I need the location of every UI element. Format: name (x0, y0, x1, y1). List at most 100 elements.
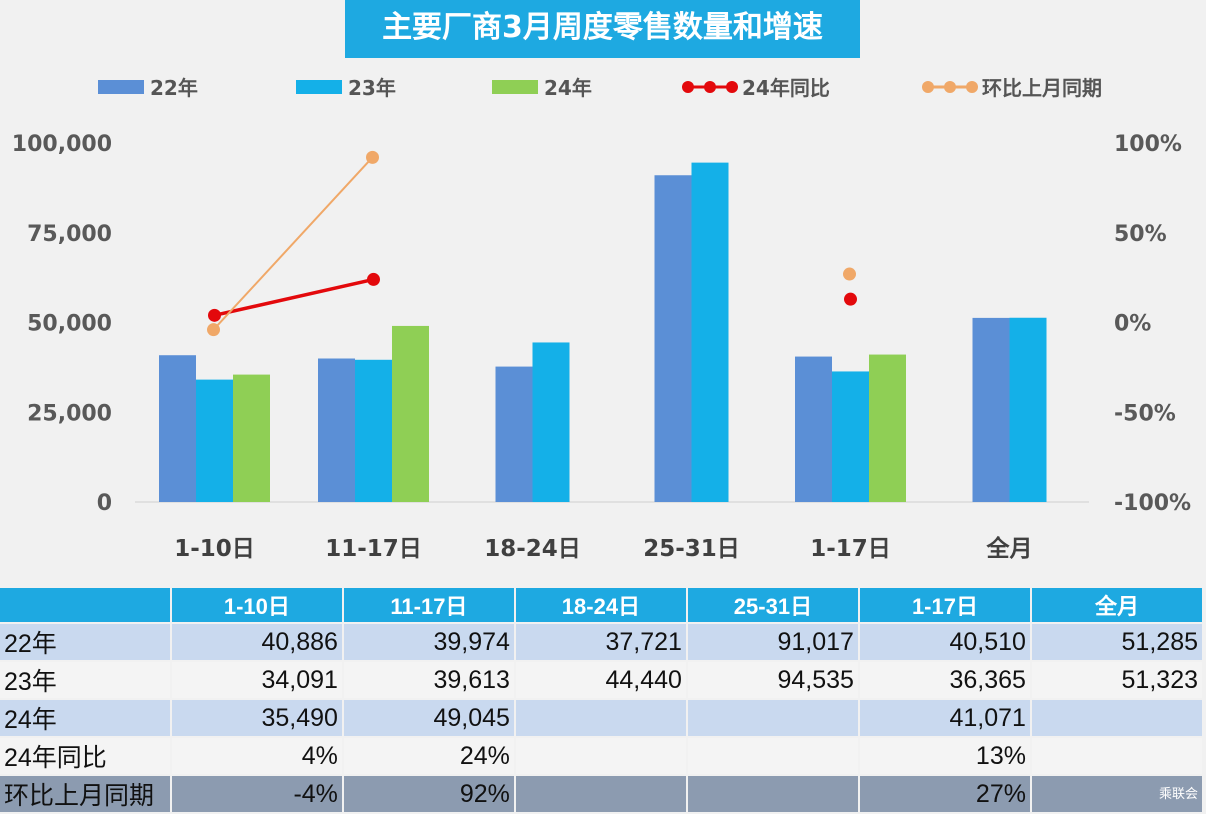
line-segment-24年同比 (214, 277, 374, 318)
legend-line-marker (922, 80, 978, 93)
table-cell (687, 776, 858, 812)
y2-tick-label: -100% (1114, 491, 1191, 516)
legend-item: 24年 (492, 72, 592, 101)
table-cell: 34,091 (171, 662, 342, 698)
table-cell: 37,721 (515, 624, 686, 660)
legend-label: 环比上月同期 (982, 76, 1102, 100)
y-tick-label: 75,000 (27, 222, 112, 247)
point-24年同比-1-10日 (208, 308, 221, 322)
table-cell: 51,285 (1031, 624, 1202, 660)
bar-22年-11-17日 (318, 358, 355, 502)
row-label: 23年 (0, 662, 170, 698)
table-cell (515, 700, 686, 736)
y-tick-label: 25,000 (27, 401, 112, 426)
legend-swatch (492, 79, 538, 94)
legend-item: 24年同比 (680, 72, 830, 101)
table-header-cell: 1-17日 (859, 588, 1030, 622)
y2-tick-label: -50% (1114, 401, 1176, 426)
table-header-cell: 18-24日 (515, 588, 686, 622)
bar-23年-11-17日 (355, 359, 392, 502)
table-cell: 40,510 (859, 624, 1030, 660)
data-table: 1-10日 11-17日 18-24日 25-31日 1-17日 全月 22年 40,886 3… (0, 586, 1204, 814)
legend-label: 22年 (150, 76, 198, 100)
y-tick-label: 100,000 (12, 132, 112, 157)
x-tick-label: 25-31日 (643, 536, 740, 562)
table-cell: 39,974 (343, 624, 514, 660)
row-label: 环比上月同期 (0, 776, 170, 812)
legend-swatch (98, 79, 144, 94)
table-cell: 91,017 (687, 624, 858, 660)
y-tick-label: 50,000 (27, 312, 112, 337)
table-cell: 40,886 (171, 624, 342, 660)
point-环比上月同期-1-17日 (843, 267, 856, 281)
table-header-cell: 全月 (1031, 588, 1202, 622)
x-tick-label: 1-17日 (810, 536, 891, 562)
bar-22年-25-31日 (654, 175, 692, 502)
legend-item: 环比上月同期 (920, 72, 1102, 101)
watermark: 乘联会 (1158, 787, 1198, 802)
point-环比上月同期-11-17日 (366, 150, 379, 164)
table-cell: 35,490 (171, 700, 342, 736)
table-cell (687, 700, 858, 736)
table-row: 22年 40,886 39,974 37,721 91,017 40,510 51,285 (0, 624, 1202, 660)
table-header-cell: 25-31日 (687, 588, 858, 622)
line-segment-环比上月同期 (212, 156, 374, 331)
y-tick-label: 0 (97, 491, 112, 516)
y2-tick-label: 100% (1114, 132, 1182, 157)
table-cell: -4% (171, 776, 342, 812)
row-label: 22年 (0, 624, 170, 660)
chart-title: 主要厂商3月周度零售数量和增速 (345, 0, 860, 58)
table-cell: 4% (171, 738, 342, 774)
y2-tick-label: 0% (1114, 312, 1151, 337)
bar-23年-1-10日 (196, 379, 233, 502)
legend-line-marker (682, 80, 738, 93)
bar-22年-18-24日 (495, 366, 533, 502)
table-cell: 13% (859, 738, 1030, 774)
bar-22年-1-17日 (795, 356, 832, 502)
legend-label: 24年同比 (742, 76, 830, 100)
bar-22年-1-10日 (159, 355, 196, 502)
table-cell (1031, 738, 1202, 774)
point-24年同比-1-17日 (844, 292, 857, 306)
table-cell: 51,323 (1031, 662, 1202, 698)
bar-24年-11-17日 (392, 325, 429, 502)
table-cell: 49,045 (343, 700, 514, 736)
x-tick-label: 11-17日 (325, 536, 422, 562)
table-cell: 39,613 (343, 662, 514, 698)
row-label: 24年同比 (0, 738, 170, 774)
row-label: 24年 (0, 700, 170, 736)
table-cell: 27% (859, 776, 1030, 812)
bar-22年-全月 (972, 317, 1010, 502)
table-header-cell (0, 588, 170, 622)
table-cell: 44,440 (515, 662, 686, 698)
bar-23年-18-24日 (532, 342, 570, 502)
table-row: 环比上月同期 -4% 92% 27% (0, 776, 1202, 812)
y2-tick-label: 50% (1114, 222, 1167, 247)
table-cell (1031, 700, 1202, 736)
table-cell (515, 776, 686, 812)
x-tick-label: 全月 (986, 535, 1033, 562)
bar-23年-全月 (1009, 317, 1047, 502)
legend-item: 23年 (296, 72, 396, 101)
table-row: 24年 35,490 49,045 41,071 (0, 700, 1202, 736)
table-row: 24年同比 4% 24% 13% (0, 738, 1202, 774)
table-cell (515, 738, 686, 774)
table-cell: 41,071 (859, 700, 1030, 736)
point-24年同比-11-17日 (367, 272, 380, 286)
table-header-row: 1-10日 11-17日 18-24日 25-31日 1-17日 全月 (0, 588, 1202, 622)
legend-swatch (296, 79, 342, 94)
bar-23年-1-17日 (832, 371, 869, 502)
table-cell: 94,535 (687, 662, 858, 698)
bar-24年-1-17日 (869, 354, 906, 502)
legend-item: 22年 (98, 72, 198, 101)
legend-label: 23年 (348, 76, 396, 100)
table-cell: 36,365 (859, 662, 1030, 698)
table-row: 23年 34,091 39,613 44,440 94,535 36,365 51,323 (0, 662, 1202, 698)
chart-area: 0 25,000 50,000 75,000 100,000 -100% -50% 0% 50%… (12, 132, 1191, 562)
legend-label: 24年 (544, 76, 592, 100)
table-cell: 92% (343, 776, 514, 812)
bar-23年-25-31日 (691, 162, 729, 502)
table-cell: 24% (343, 738, 514, 774)
table-cell (687, 738, 858, 774)
x-tick-label: 18-24日 (484, 536, 581, 562)
